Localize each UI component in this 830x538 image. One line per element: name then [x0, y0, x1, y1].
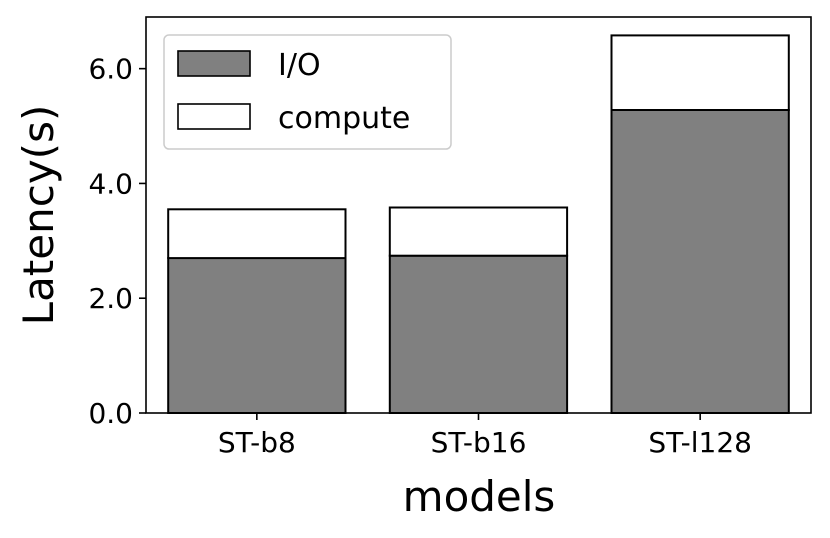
y-axis-label: Latency(s) [14, 105, 63, 326]
y-tick-label: 4.0 [88, 167, 133, 200]
x-tick-label: ST-b8 [218, 426, 296, 459]
bar-io-st-b16 [388, 254, 569, 414]
x-axis-ticks: ST-b8 ST-b16 ST-l128 [218, 413, 752, 459]
x-tick-label: ST-l128 [648, 426, 752, 459]
y-axis-ticks: 0.0 2.0 4.0 6.0 [88, 53, 146, 430]
legend-swatch-io [177, 50, 251, 77]
bar-io-st-l128 [610, 109, 790, 414]
x-tick-label: ST-b16 [431, 426, 527, 459]
legend-swatch-compute [177, 103, 251, 130]
bar-compute-st-l128 [610, 34, 790, 111]
y-tick-label: 0.0 [88, 397, 133, 430]
bars-group [167, 34, 790, 414]
legend-label-compute: compute [278, 101, 410, 136]
x-axis-label: models [403, 472, 556, 521]
plot-frame [145, 16, 812, 414]
bar-io-st-b8 [167, 257, 347, 414]
legend-label-io: I/O [278, 48, 321, 83]
y-tick-label: 2.0 [88, 282, 133, 315]
bar-compute-st-b16 [388, 206, 569, 257]
y-tick-label: 6.0 [88, 53, 133, 86]
bar-compute-st-b8 [167, 208, 347, 260]
legend: I/O compute [163, 34, 452, 150]
